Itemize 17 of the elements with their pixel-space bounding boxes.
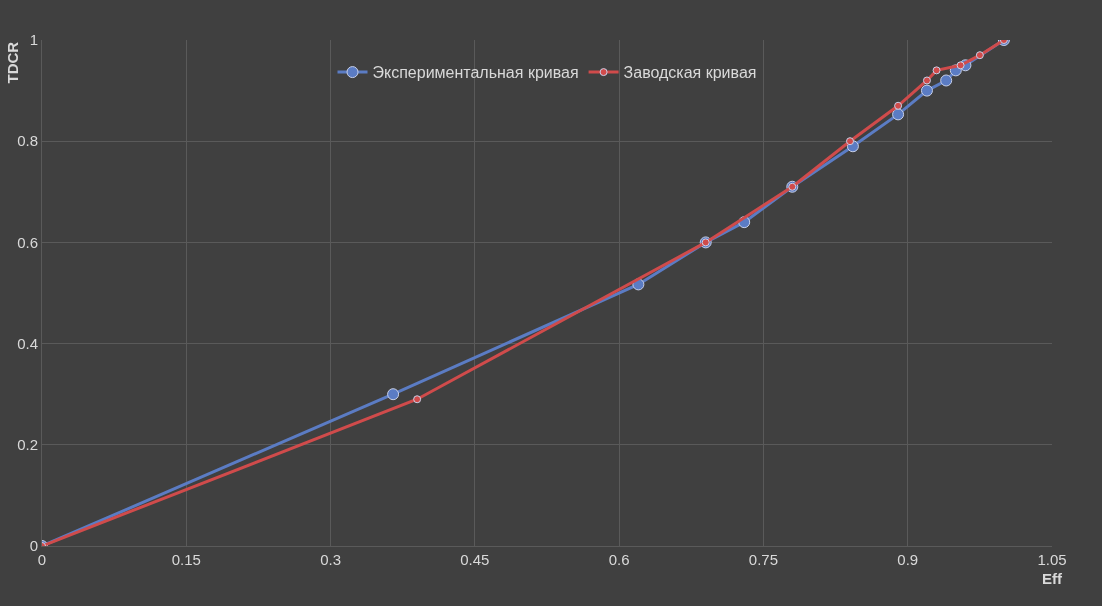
x-tick-label: 0.9 [897,551,919,568]
x-axis-title: Eff [1042,570,1063,587]
y-tick-label: 0 [29,537,38,555]
x-tick-label: 0.45 [460,551,490,568]
x-tick-label: 0.15 [171,551,201,568]
x-tick-label: 1.05 [1037,551,1067,568]
x-tick-label: 0.3 [320,551,341,568]
x-tick-label: 0.6 [608,551,630,568]
x-tick-label: 0.75 [748,551,779,568]
y-tick-label: 1 [29,31,38,49]
legend-label: Заводская кривая [623,64,757,82]
y-axis-title: TDCR [3,41,21,84]
y-tick-label: 0.2 [17,436,38,454]
y-tick-label: 0.6 [17,233,38,251]
y-tick-label: 0.4 [17,334,38,352]
legend-label: Экспериментальная кривая [372,64,579,82]
y-tick-label: 0.8 [17,132,38,150]
